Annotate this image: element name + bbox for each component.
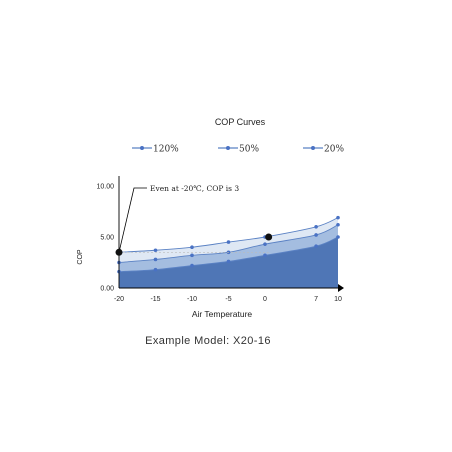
series-3-point-2 — [153, 267, 158, 272]
legend: 120% 50% 20% — [132, 145, 344, 155]
series-2-point-5 — [263, 242, 267, 246]
series-1-point-3 — [190, 245, 194, 249]
x-tick-label: -20 — [114, 296, 124, 303]
legend-marker-2 — [226, 146, 230, 150]
series-3-point-6 — [314, 244, 318, 248]
highlight-point — [265, 233, 273, 241]
series-1-point-4 — [226, 240, 231, 244]
series-1-point-2 — [153, 248, 158, 253]
x-tick-label: -5 — [225, 296, 231, 303]
x-axis-label: Air Temperature — [192, 309, 253, 319]
y-axis-label: COP — [77, 249, 84, 265]
series-3-point-7 — [336, 235, 340, 239]
series-3-point-5 — [263, 253, 267, 258]
annotation-text: Even at -20℃, COP is 3 — [150, 184, 239, 193]
legend-label-2: 50% — [239, 145, 259, 155]
y-tick-label: 5.00 — [100, 235, 114, 242]
series-3-point-3 — [190, 263, 194, 268]
y-tick-label: 10.00 — [96, 184, 114, 191]
model-caption: Example Model: X20-16 — [145, 335, 271, 347]
annotation-point — [115, 248, 123, 256]
legend-marker-1 — [140, 146, 144, 150]
x-axis-arrow-icon — [338, 284, 344, 292]
x-tick-label: 10 — [334, 296, 342, 303]
series-1-point-7 — [336, 215, 340, 220]
x-tick-label: 0 — [263, 296, 267, 303]
annotation: Even at -20℃, COP is 3 — [115, 184, 273, 256]
y-tick-labels: 10.00 5.00 0.00 — [96, 184, 114, 293]
series-2-point-2 — [153, 257, 158, 262]
y-tick-label: 0.00 — [100, 286, 114, 293]
series-3-point-4 — [226, 259, 231, 264]
annotation-leader-line — [118, 187, 147, 253]
series-2-point-7 — [336, 222, 340, 227]
series-1-point-6 — [314, 225, 318, 229]
legend-label-3: 20% — [324, 145, 344, 155]
series-2-point-3 — [190, 253, 194, 258]
x-tick-labels: -20 -15 -10 -5 0 7 10 — [114, 296, 342, 303]
legend-marker-3 — [311, 146, 315, 150]
x-tick-label: -15 — [150, 296, 160, 303]
series-2-point-6 — [314, 233, 318, 237]
x-tick-label: 7 — [314, 296, 318, 303]
legend-label-1: 120% — [153, 145, 179, 155]
x-tick-label: -10 — [187, 296, 197, 303]
chart-title: COP Curves — [215, 117, 266, 127]
